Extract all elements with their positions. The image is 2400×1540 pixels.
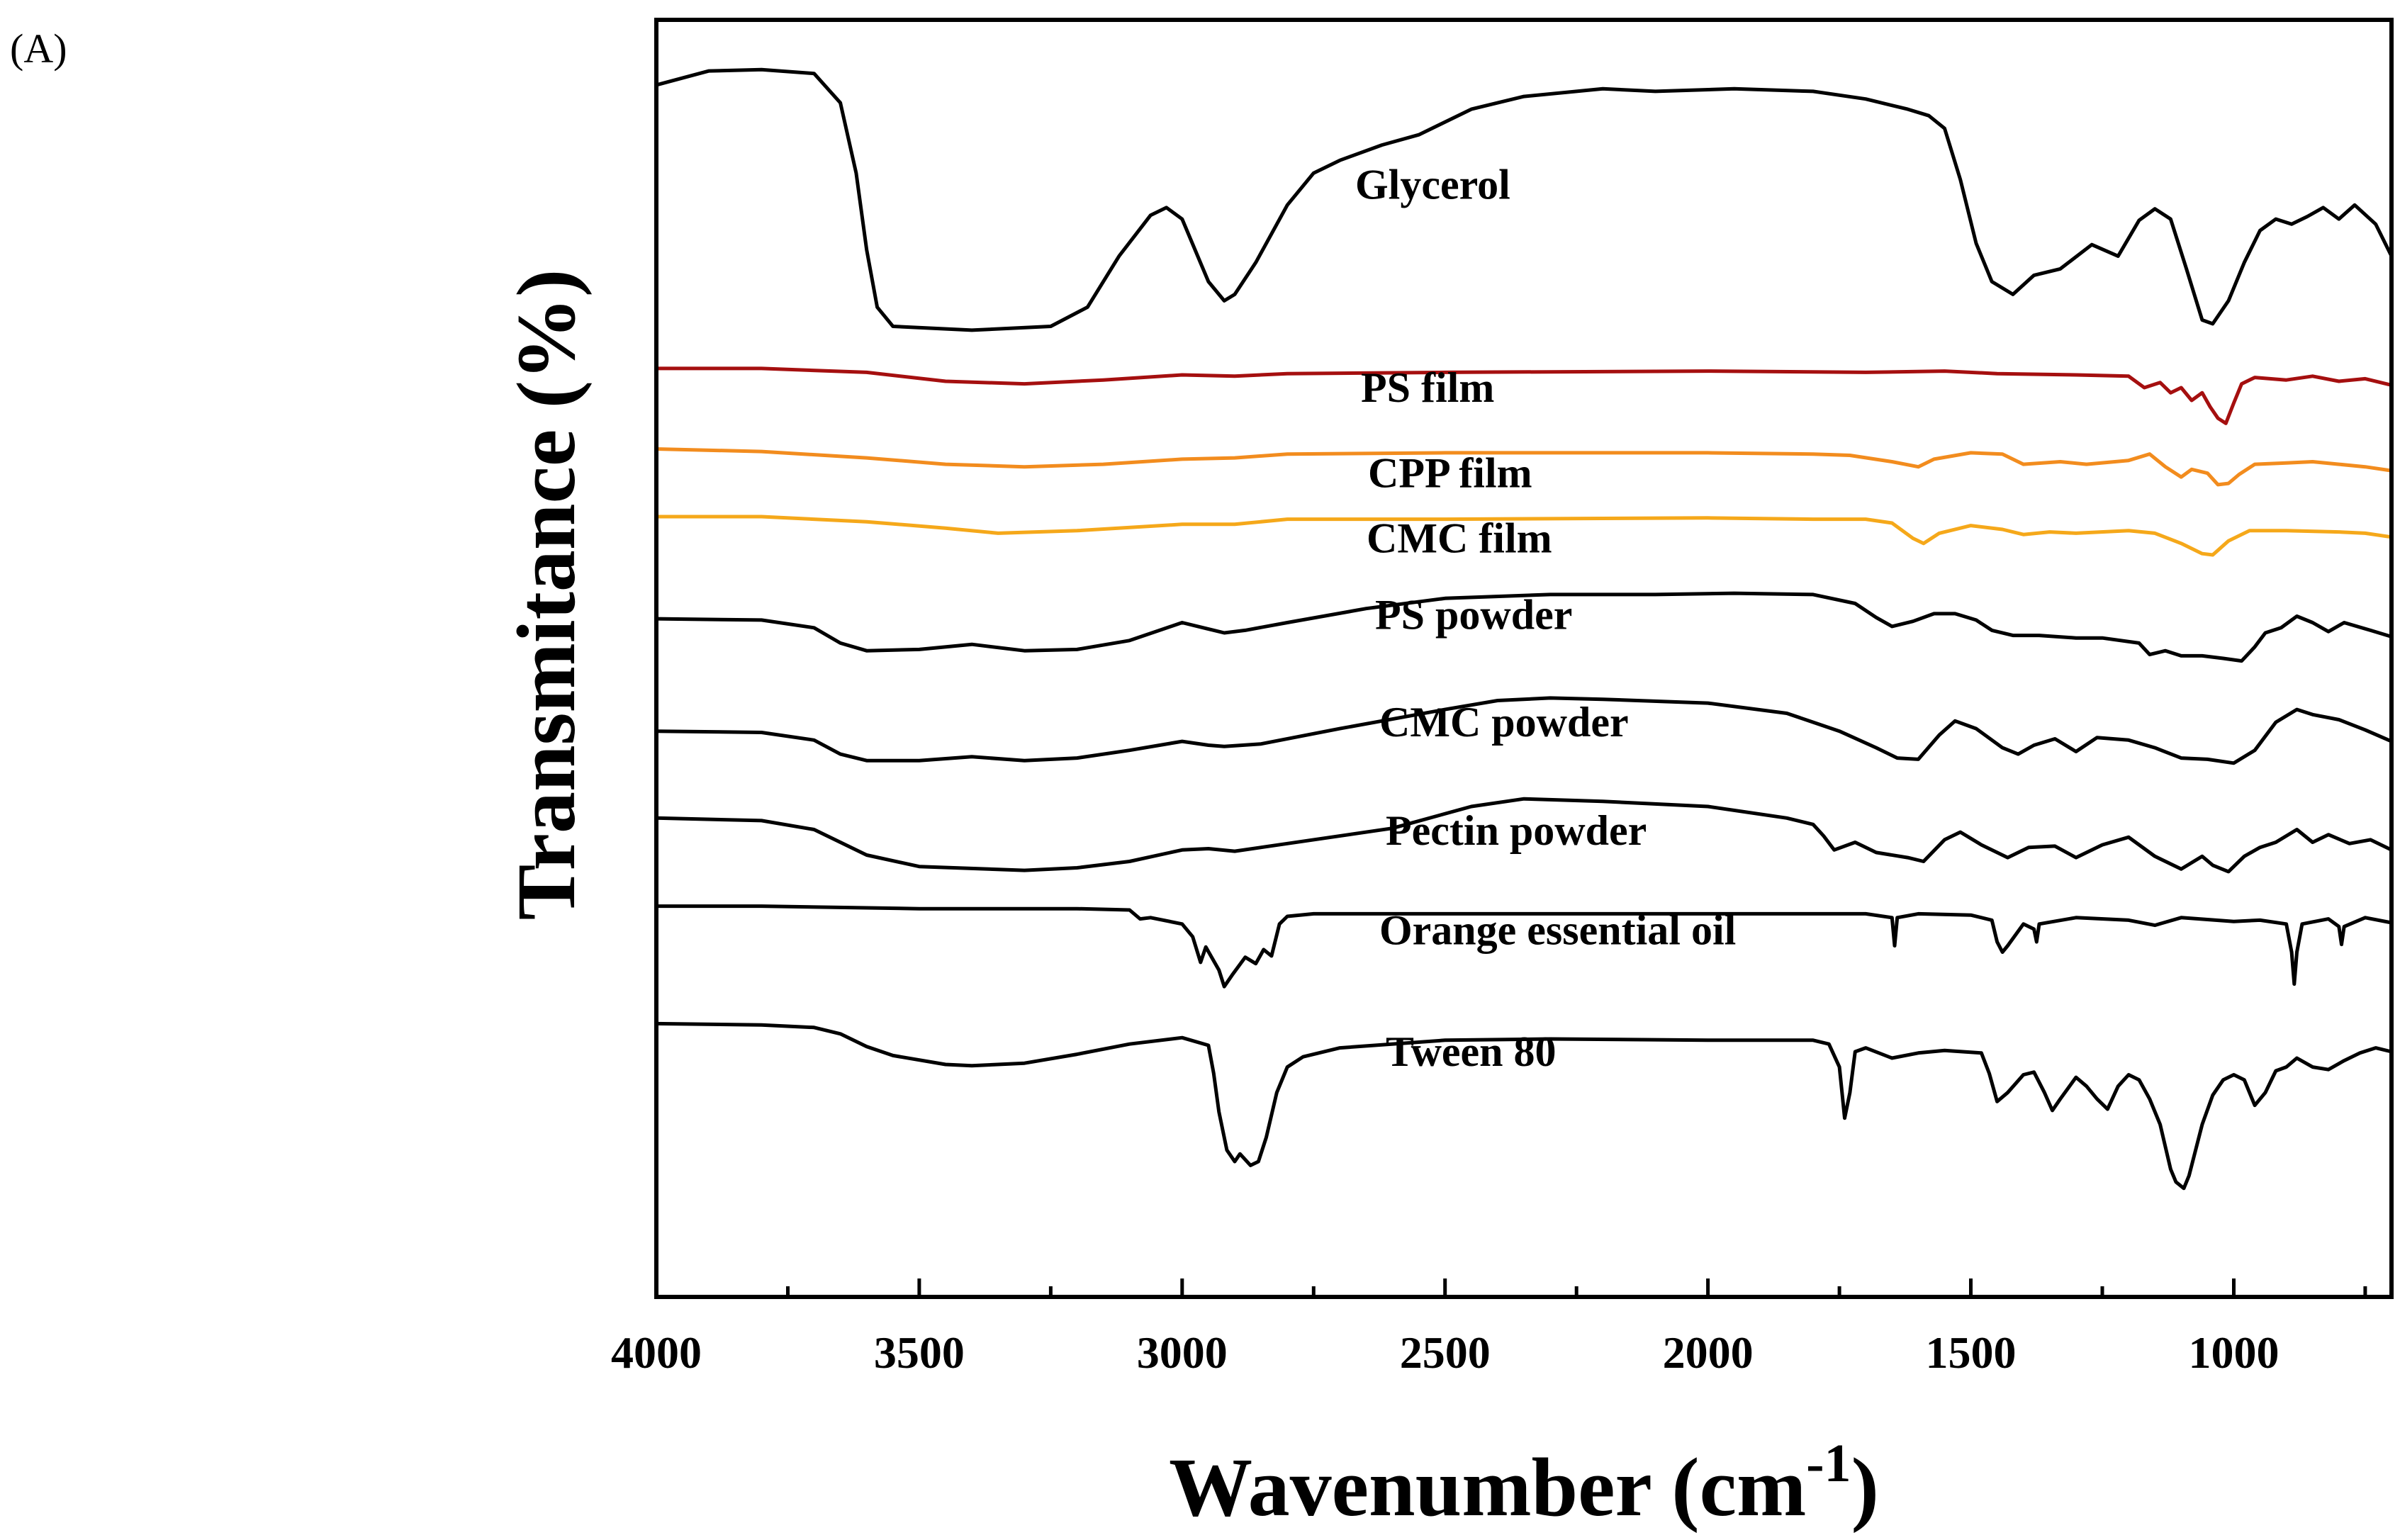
series-group bbox=[656, 67, 2394, 1191]
x-axis-tick-labels: 4000 3500 3000 2500 2000 1500 1000 bbox=[611, 1327, 2280, 1378]
series-label-glycerol: Glycerol bbox=[1355, 161, 1510, 208]
series-label-ps-powder: PS powder bbox=[1375, 592, 1572, 639]
y-axis-title: Transmitance (%) bbox=[500, 269, 593, 921]
series-line-cpp-film bbox=[656, 447, 2392, 487]
series-labels: Glycerol PS film CPP film CMC film PS powder… bbox=[1355, 161, 1736, 1075]
x-tick-label-1500: 1500 bbox=[1926, 1327, 2017, 1378]
series-label-orange-essential-oil: Orange essential oil bbox=[1379, 907, 1736, 954]
series-label-cpp-film: CPP film bbox=[1368, 450, 1532, 497]
series-line-pectin-powder bbox=[656, 797, 2393, 874]
series-line-glycerol bbox=[656, 67, 2394, 332]
x-axis-ticks bbox=[654, 1278, 2367, 1297]
x-tick-label-2000: 2000 bbox=[1663, 1327, 1754, 1378]
series-label-cmc-powder: CMC powder bbox=[1379, 699, 1629, 746]
x-tick-label-3000: 3000 bbox=[1137, 1327, 1228, 1378]
x-tick-label-4000: 4000 bbox=[611, 1327, 702, 1378]
panel-label: (A) bbox=[10, 26, 67, 72]
series-label-tween-80: Tween 80 bbox=[1386, 1028, 1557, 1075]
series-line-tween-80 bbox=[656, 1021, 2392, 1191]
series-label-cmc-film: CMC film bbox=[1367, 515, 1552, 561]
plot-frame bbox=[654, 18, 2394, 1299]
x-tick-label-2500: 2500 bbox=[1400, 1327, 1491, 1378]
x-axis-title-superscript: -1 bbox=[1806, 1434, 1851, 1493]
series-line-cmc-powder bbox=[656, 696, 2393, 765]
series-line-orange-essential-oil bbox=[656, 904, 2392, 989]
x-axis-title-main: Wavenumber (cm bbox=[1169, 1441, 1806, 1534]
series-line-ps-film bbox=[656, 366, 2392, 425]
series-line-cmc-film bbox=[656, 515, 2392, 557]
x-tick-label-3500: 3500 bbox=[874, 1327, 965, 1378]
series-line-ps-powder bbox=[656, 591, 2392, 663]
series-label-ps-film: PS film bbox=[1361, 364, 1494, 411]
x-axis-title: Wavenumber (cm-1) bbox=[1169, 1434, 1879, 1534]
x-axis-title-close: ) bbox=[1851, 1441, 1879, 1534]
x-tick-label-1000: 1000 bbox=[2189, 1327, 2280, 1378]
series-label-pectin-powder: Pectin powder bbox=[1386, 807, 1647, 854]
